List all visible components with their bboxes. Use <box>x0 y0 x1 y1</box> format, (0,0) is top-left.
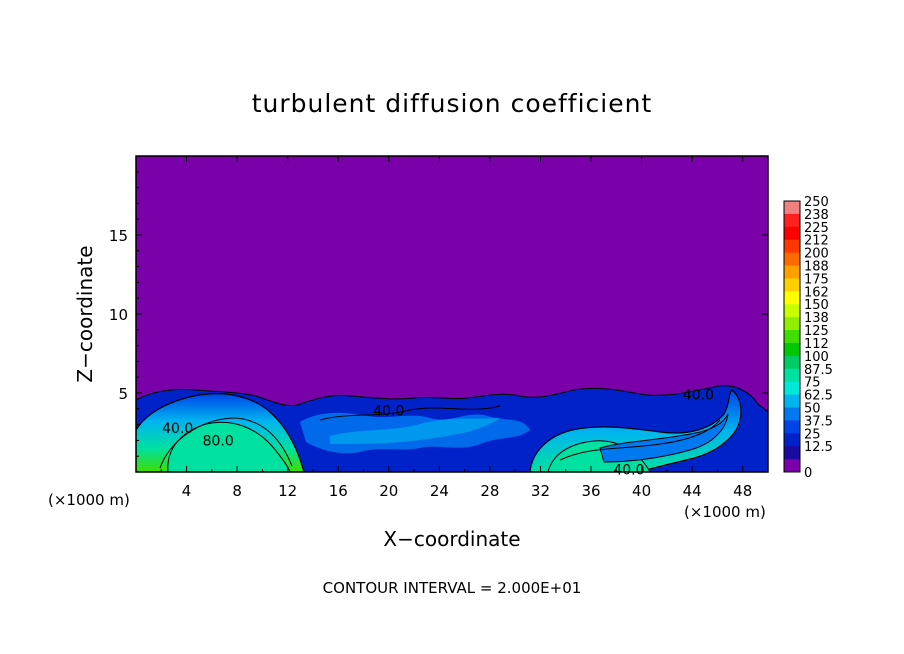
y-tick-label: 10 <box>109 306 128 324</box>
contour-label: 40.0 <box>162 421 193 437</box>
footer-contour-interval: CONTOUR INTERVAL = 2.000E+01 <box>323 579 582 597</box>
colorbar-swatch <box>784 252 800 267</box>
colorbar-swatch <box>784 304 800 318</box>
x-tick-label: 40 <box>632 482 651 500</box>
colorbar-label: 175 <box>804 272 829 287</box>
y-axis-label: Z−coordinate <box>73 245 97 382</box>
colorbar-label: 150 <box>804 298 829 313</box>
contour-label: 80.0 <box>203 433 234 449</box>
contour-labels: 40.0 80.0 40.0 40.0 40.0 <box>162 388 714 479</box>
x-tick-label: 24 <box>430 482 449 500</box>
x-tick-label: 48 <box>733 482 752 500</box>
x-axis: 4 8 12 16 20 24 28 32 36 40 44 48 <box>160 156 752 500</box>
y-axis: 5 10 15 <box>109 171 768 457</box>
x-tick-label: 28 <box>480 482 499 500</box>
x-tick-label: 12 <box>278 482 297 500</box>
x-tick-label: 20 <box>379 482 398 500</box>
colorbar-swatch <box>784 407 800 421</box>
field-regions <box>136 385 768 472</box>
colorbar-swatch <box>784 381 800 396</box>
x-tick-label: 44 <box>683 482 702 500</box>
colorbar-swatch <box>784 226 800 241</box>
mid-streak <box>330 418 500 444</box>
colorbar-swatch <box>784 433 800 447</box>
colorbar-swatch <box>784 291 800 305</box>
x-unit-right: (×1000 m) <box>684 503 766 521</box>
contour-line-c <box>559 419 721 461</box>
contour-label: 40.0 <box>613 463 644 479</box>
chart-title: turbulent diffusion coefficient <box>252 89 653 118</box>
colorbar-label: 212 <box>804 234 829 249</box>
colorbar-swatch <box>784 368 800 383</box>
colorbar-label: 0 <box>804 466 812 481</box>
colorbar-label: 37.5 <box>804 414 833 429</box>
plot-area: 40.0 80.0 40.0 40.0 40.0 <box>135 155 769 479</box>
x-unit-left: (×1000 m) <box>48 491 130 509</box>
colorbar-swatch <box>784 278 800 292</box>
tail-band <box>599 413 729 463</box>
colorbar-label: 62.5 <box>804 389 833 404</box>
contour-label: 40.0 <box>373 403 404 419</box>
colorbar-label: 125 <box>804 324 829 339</box>
colorbar-swatch <box>784 420 800 434</box>
colorbar-label: 112 <box>804 337 829 352</box>
x-tick-label: 4 <box>182 482 192 500</box>
contour-line-a <box>159 417 293 469</box>
colorbar-swatch <box>784 394 800 408</box>
colorbar-label: 250 <box>804 195 829 210</box>
colorbar-swatch <box>784 446 800 460</box>
colorbar-label: 87.5 <box>804 363 833 378</box>
y-tick-label: 15 <box>109 227 128 245</box>
colorbar-swatch <box>784 355 800 370</box>
colorbar-label: 238 <box>804 208 829 223</box>
contour-line-b <box>319 405 501 421</box>
colorbar-label: 50 <box>804 401 821 416</box>
x-tick-label: 8 <box>232 482 242 500</box>
contour-label: 40.0 <box>683 388 714 404</box>
colorbar: 2502382252122001881751621501381251121008… <box>783 195 833 481</box>
x-tick-label: 36 <box>581 482 600 500</box>
colorbar-swatch <box>784 330 800 344</box>
colorbar-label: 12.5 <box>804 440 833 455</box>
colorbar-swatch <box>784 201 800 215</box>
colorbar-label: 225 <box>804 221 829 236</box>
x-axis-label: X−coordinate <box>383 527 520 551</box>
colorbar-swatch <box>784 342 800 357</box>
x-tick-label: 16 <box>329 482 348 500</box>
colorbar-label: 75 <box>804 376 821 391</box>
colorbar-label: 188 <box>804 260 829 275</box>
colorbar-swatch <box>784 265 800 279</box>
x-tick-label: 32 <box>531 482 550 500</box>
colorbar-label: 100 <box>804 350 829 365</box>
colorbar-swatch <box>784 239 800 254</box>
y-tick-label: 5 <box>118 385 128 403</box>
colorbar-label: 138 <box>804 311 829 326</box>
colorbar-label: 25 <box>804 427 821 442</box>
colorbar-frame <box>783 200 801 473</box>
colorbar-swatch <box>784 213 800 228</box>
colorbar-swatch <box>784 459 800 473</box>
colorbar-label: 200 <box>804 247 829 262</box>
colorbar-label: 162 <box>804 285 829 300</box>
colorbar-swatch <box>784 317 800 331</box>
